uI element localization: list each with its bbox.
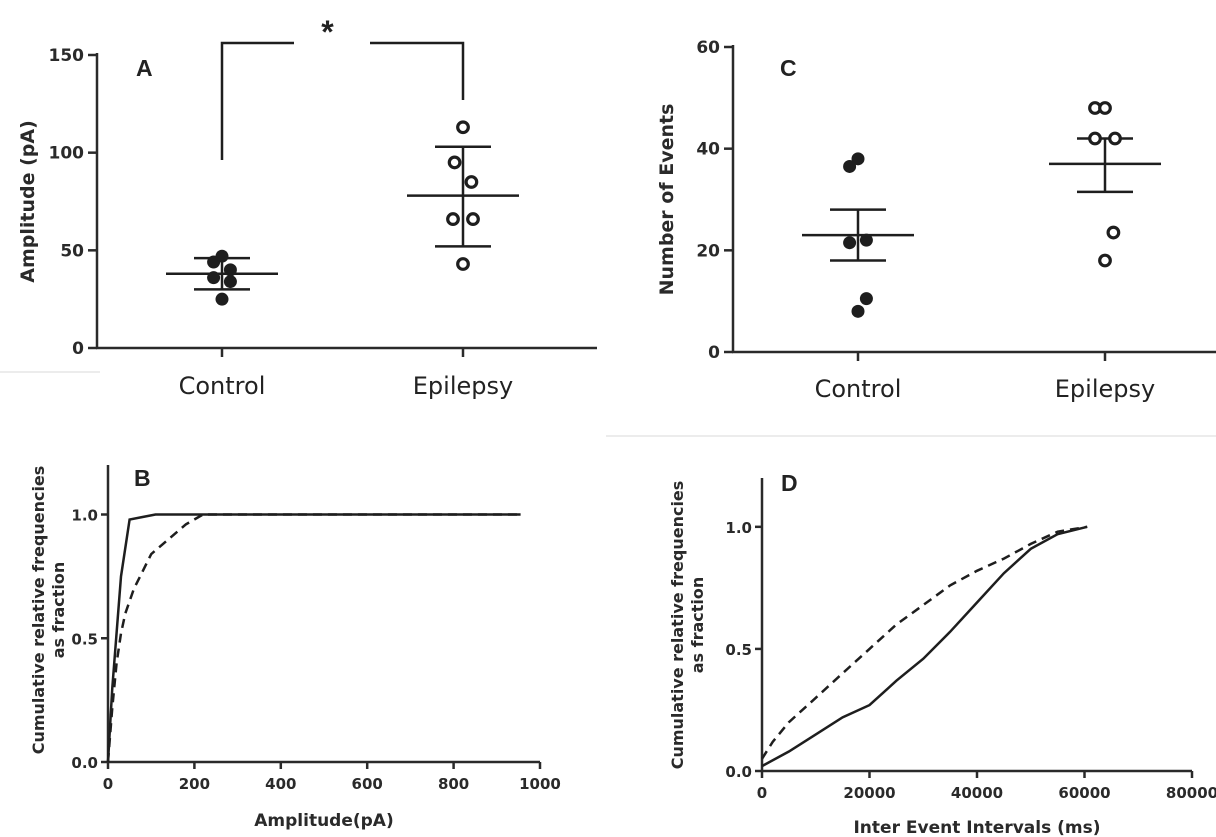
data-point	[1106, 225, 1121, 240]
data-point	[843, 236, 857, 250]
y-axis-title-line: as fraction	[49, 562, 68, 659]
solid-series-line	[761, 525, 1088, 768]
panel-letter: B	[134, 465, 151, 491]
y-tick-label: 1.0	[725, 519, 752, 537]
x-tick-label: Control	[179, 372, 266, 400]
y-tick-label: 0.0	[725, 763, 752, 781]
x-tick-label: 1000	[519, 775, 561, 793]
y-axis-title: Number of Events	[656, 104, 678, 296]
panel-d: 0.0 0.5 1.0 0 20000 40000 60000 80000 Inter Even…	[668, 470, 1216, 837]
y-tick-label: 100	[49, 144, 85, 164]
x-tick-label: 0	[103, 775, 113, 793]
panel-b: 0.0 0.5 1.0 0 200 400 600 800 1000 Amplitude(pA) C…	[29, 465, 561, 831]
data-point	[456, 257, 470, 271]
x-axis-title: Amplitude(pA)	[254, 811, 394, 831]
x-tick-label: 400	[265, 775, 296, 793]
x-tick-label: 800	[438, 775, 469, 793]
data-point	[446, 212, 460, 226]
panel-letter: D	[781, 470, 798, 496]
y-tick-label: 0.0	[71, 754, 98, 772]
y-axis-title: Cumulative relative frequenciesas fracti…	[29, 466, 68, 755]
data-point	[464, 175, 479, 189]
panel-letter: A	[136, 55, 153, 81]
panel-a: 0 50 100 150 Control Epilepsy Amplitude (pA) A *	[17, 14, 597, 400]
y-tick-label: 0.5	[725, 641, 752, 659]
x-tick-label: 600	[352, 775, 383, 793]
y-tick-label: 60	[696, 38, 720, 58]
y-axis-title: Amplitude (pA)	[17, 120, 39, 283]
data-point	[859, 292, 873, 306]
data-point	[851, 304, 865, 318]
x-axis-title: Inter Event Intervals (ms)	[853, 818, 1100, 837]
dashed-series-line	[106, 513, 521, 763]
x-tick-label: 60000	[1058, 784, 1110, 802]
data-point	[456, 120, 470, 135]
data-point	[851, 152, 865, 166]
data-point	[215, 292, 229, 306]
data-point	[843, 159, 857, 173]
y-tick-label: 150	[49, 46, 85, 66]
data-point	[207, 271, 221, 285]
x-tick-label: 0	[757, 784, 767, 802]
x-tick-label: 200	[179, 775, 210, 793]
x-tick-label: 80000	[1166, 784, 1216, 802]
data-point	[223, 263, 237, 277]
data-point	[223, 275, 237, 289]
y-tick-label: 0	[708, 343, 720, 363]
y-axis-title-line: Cumulative relative frequencies	[668, 481, 687, 770]
y-tick-label: 0	[72, 339, 84, 359]
dashed-series-line	[760, 525, 1088, 760]
significance-bracket-left	[220, 41, 294, 160]
data-point	[447, 155, 462, 170]
y-axis-title: Cumulative relative frequenciesas fracti…	[668, 481, 707, 770]
data-point	[1088, 131, 1102, 146]
significance-label: *	[321, 14, 334, 50]
y-axis-title-line: as fraction	[688, 577, 707, 674]
x-tick-label: 40000	[951, 784, 1003, 802]
x-tick-label: Epilepsy	[1055, 375, 1155, 403]
data-point	[466, 212, 480, 226]
data-point	[1108, 131, 1122, 146]
solid-series-line	[106, 513, 521, 763]
y-tick-label: 0.5	[71, 630, 98, 648]
data-point	[859, 233, 873, 247]
x-tick-label: 20000	[843, 784, 895, 802]
data-point	[1098, 253, 1112, 268]
y-tick-label: 40	[696, 140, 720, 160]
panel-c: 0 20 40 60 Control Epilepsy Number of Events C	[656, 38, 1216, 403]
panel-letter: C	[780, 55, 797, 81]
data-point	[1098, 101, 1112, 115]
significance-bracket-right	[370, 41, 465, 100]
y-tick-label: 20	[696, 241, 720, 261]
data-point	[215, 249, 229, 263]
y-axis-title-line: Cumulative relative frequencies	[29, 466, 48, 755]
y-tick-label: 1.0	[71, 507, 98, 525]
x-tick-label: Control	[815, 375, 902, 403]
x-tick-label: Epilepsy	[413, 372, 513, 400]
y-tick-label: 50	[60, 241, 84, 261]
